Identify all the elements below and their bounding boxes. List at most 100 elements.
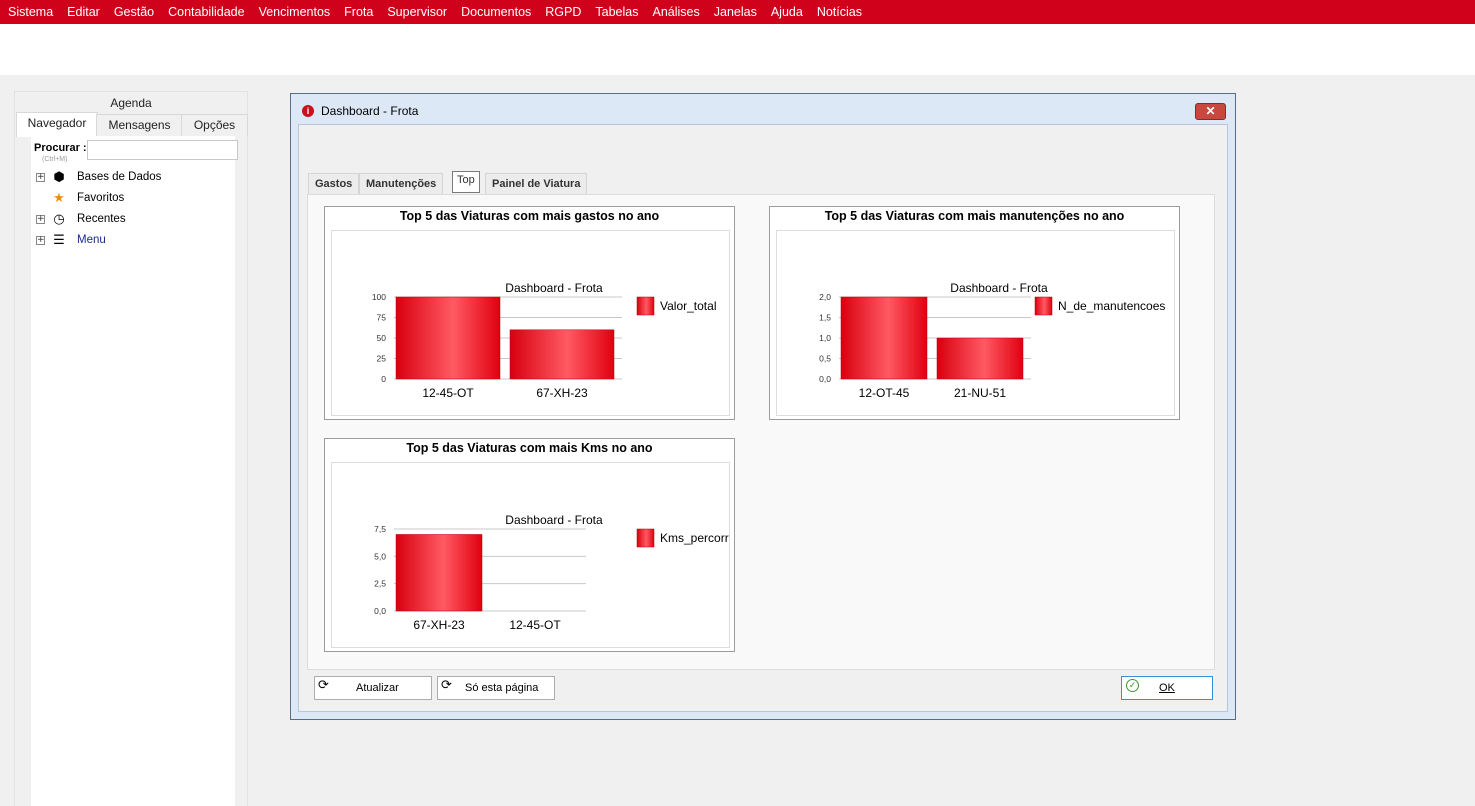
- menu-item-rgpd[interactable]: RGPD: [545, 5, 582, 19]
- menu-item-sistema[interactable]: Sistema: [8, 5, 54, 19]
- tab-navegador[interactable]: Navegador: [16, 112, 98, 137]
- chart-subtitle: Dashboard - Frota: [950, 281, 1048, 295]
- bar: [395, 534, 483, 612]
- menu-item-gest-o[interactable]: Gestão: [113, 5, 155, 19]
- tree-item-favoritos[interactable]: ★ Favoritos: [36, 188, 124, 208]
- expand-icon[interactable]: +: [36, 171, 45, 182]
- y-tick-label: 25: [377, 354, 387, 364]
- menu-item-vencimentos[interactable]: Vencimentos: [258, 5, 331, 19]
- tree-item-label: Menu: [77, 234, 106, 246]
- chart-svg: Dashboard - Frota 0,0 0,5 1,0 1,5 2,0 12-OT-45…: [819, 281, 1165, 400]
- tab-manutencoes[interactable]: Manutenções: [359, 173, 444, 194]
- menu-item-ajuda[interactable]: Ajuda: [770, 5, 803, 19]
- chart-subtitle: Dashboard - Frota: [505, 513, 603, 527]
- x-tick-label: 12-45-OT: [422, 386, 474, 400]
- agenda-header[interactable]: Agenda: [15, 91, 247, 114]
- tree-item-menu[interactable]: + ☰ Menu: [36, 230, 106, 250]
- search-shortcut-hint: (Ctrl+M): [42, 156, 68, 163]
- tab-opcoes[interactable]: Opções: [181, 114, 248, 136]
- expand-icon[interactable]: +: [36, 234, 45, 245]
- refresh-icon: ⟳: [441, 678, 452, 693]
- y-tick-label: 7,5: [374, 524, 386, 534]
- legend-label: N_de_manutencoes: [1058, 299, 1165, 313]
- legend-swatch: [1034, 296, 1053, 316]
- clock-icon: ◷: [53, 211, 65, 227]
- y-tick-label: 75: [377, 313, 387, 323]
- chart-area: Dashboard - Frota 0,0 2,5 5,0 7,5 67-XH-23 12-…: [331, 462, 730, 648]
- menu-item-tabelas[interactable]: Tabelas: [595, 5, 639, 19]
- search-input[interactable]: [87, 140, 238, 160]
- chart-svg: Dashboard - Frota 0,0 2,5 5,0 7,5 67-XH-23 12-…: [374, 513, 729, 632]
- this-page-button[interactable]: ⟳ Só esta página: [437, 676, 555, 700]
- x-tick-label: 12-45-OT: [509, 618, 561, 632]
- check-icon: ✓: [1126, 679, 1139, 692]
- tab-mensagens[interactable]: Mensagens: [96, 114, 183, 136]
- navigator-panel: Agenda Navegador Mensagens Opções Procur…: [14, 91, 248, 806]
- close-button[interactable]: ✕: [1195, 103, 1226, 120]
- y-tick-label: 100: [372, 292, 386, 302]
- search-label: Procurar :: [34, 142, 87, 154]
- menu-icon: ☰: [53, 232, 65, 248]
- chart-kms: Top 5 das Viaturas com mais Kms no ano D…: [324, 438, 735, 652]
- expand-icon[interactable]: +: [36, 213, 45, 224]
- navigator-tree: Procurar : (Ctrl+M) + ⬢ Bases de Dados ★…: [31, 136, 238, 806]
- y-tick-label: 1,0: [819, 333, 831, 343]
- menu-item-an-lises[interactable]: Análises: [652, 5, 700, 19]
- refresh-icon: ⟳: [318, 678, 329, 693]
- menu-item-supervisor[interactable]: Supervisor: [387, 5, 448, 19]
- chart-subtitle: Dashboard - Frota: [505, 281, 603, 295]
- dialog-title: Dashboard - Frota: [321, 104, 419, 118]
- menu-item-contabilidade[interactable]: Contabilidade: [168, 5, 245, 19]
- chart-area: Dashboard - Frota 0,0 0,5 1,0 1,5 2,0 12-OT-45…: [776, 230, 1175, 416]
- y-tick-label: 2,5: [374, 579, 386, 589]
- menu-item-not-cias[interactable]: Notícias: [816, 5, 862, 19]
- legend-swatch: [636, 296, 655, 316]
- bar: [509, 329, 615, 380]
- y-tick-label: 0,0: [374, 606, 386, 616]
- toolbar-area: [0, 24, 1475, 75]
- chart-manutencoes: Top 5 das Viaturas com mais manutenções …: [769, 206, 1180, 420]
- tab-painel-de-viatura[interactable]: Painel de Viatura: [485, 173, 588, 194]
- tree-item-label: Recentes: [77, 213, 126, 225]
- chart-title: Top 5 das Viaturas com mais Kms no ano: [406, 441, 653, 455]
- y-tick-label: 0,0: [819, 374, 831, 384]
- x-tick-label: 67-XH-23: [536, 386, 588, 400]
- chart-svg: Dashboard - Frota 0 25 50 75 100 12-45-OT 67-XH…: [372, 281, 717, 400]
- y-tick-label: 1,5: [819, 313, 831, 323]
- menu-item-editar[interactable]: Editar: [67, 5, 100, 19]
- ok-button[interactable]: ✓ OK: [1121, 676, 1213, 700]
- chart-title: Top 5 das Viaturas com mais manutenções …: [824, 209, 1125, 223]
- star-icon: ★: [53, 190, 65, 206]
- dialog-titlebar[interactable]: i Dashboard - Frota ✕: [291, 94, 1235, 124]
- y-tick-label: 2,0: [819, 292, 831, 302]
- dialog-body: Gastos Manutenções Top Painel de Viatura…: [298, 124, 1228, 712]
- cube-icon: ⬢: [53, 169, 65, 185]
- menu-item-documentos[interactable]: Documentos: [461, 5, 532, 19]
- bar: [936, 337, 1024, 380]
- refresh-button[interactable]: ⟳ Atualizar: [314, 676, 432, 700]
- chart-gastos: Top 5 das Viaturas com mais gastos no an…: [324, 206, 735, 420]
- tree-item-label: Favoritos: [77, 192, 125, 204]
- app-icon: i: [302, 105, 314, 117]
- tree-item-recentes[interactable]: + ◷ Recentes: [36, 209, 126, 229]
- bar: [840, 296, 928, 380]
- x-tick-label: 12-OT-45: [859, 386, 910, 400]
- tab-gastos[interactable]: Gastos: [308, 173, 360, 194]
- tree-item-label: Bases de Dados: [77, 171, 162, 183]
- x-tick-label: 21-NU-51: [954, 386, 1006, 400]
- menu-item-frota[interactable]: Frota: [344, 5, 374, 19]
- legend-label: Kms_percorridos: [660, 531, 729, 545]
- bar: [395, 296, 501, 380]
- y-tick-label: 5,0: [374, 551, 386, 561]
- tree-item-bases-de-dados[interactable]: + ⬢ Bases de Dados: [36, 167, 161, 187]
- y-tick-label: 0: [381, 374, 386, 384]
- legend-swatch: [636, 528, 655, 548]
- dashboard-dialog: i Dashboard - Frota ✕ Gastos Manutenções…: [290, 93, 1236, 720]
- tab-top[interactable]: Top: [452, 171, 480, 193]
- menu-bar: Sistema Editar Gestão Contabilidade Vencimen…: [0, 0, 1475, 24]
- menu-item-janelas[interactable]: Janelas: [713, 5, 757, 19]
- chart-area: Dashboard - Frota 0 25 50 75 100 12-45-OT 67-XH…: [331, 230, 730, 416]
- tab-panel-top: Top 5 das Viaturas com mais gastos no an…: [307, 194, 1215, 670]
- chart-title: Top 5 das Viaturas com mais gastos no an…: [399, 209, 660, 223]
- y-tick-label: 50: [377, 333, 387, 343]
